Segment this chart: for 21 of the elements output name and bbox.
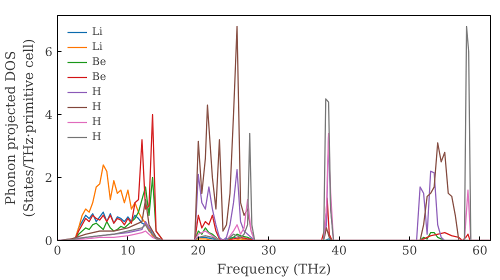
x-axis-title: Frequency (THz) — [216, 262, 332, 278]
x-tick-label: 60 — [472, 244, 488, 258]
x-tick-label: 50 — [402, 244, 418, 258]
x-tick-label: 20 — [190, 244, 206, 258]
x-tick-label: 0 — [54, 244, 62, 258]
x-tick-label: 10 — [120, 244, 136, 258]
x-tick-label: 30 — [261, 244, 276, 258]
legend-label: Be — [92, 55, 108, 68]
legend-label: H — [92, 85, 102, 98]
y-tick-label: 4 — [44, 108, 53, 122]
legend-label: H — [92, 100, 102, 113]
y-tick-label: 2 — [44, 171, 53, 186]
y-tick-label: 0 — [44, 234, 53, 248]
x-tick-label: 40 — [331, 244, 347, 258]
legend-label: Be — [92, 70, 108, 83]
y-tick-label: 6 — [44, 45, 53, 60]
legend-label: H — [92, 115, 102, 128]
legend-label: Li — [92, 40, 104, 53]
legend-label: H — [92, 130, 102, 143]
legend-label: Li — [92, 25, 104, 38]
y-axis-title: Phonon projected DOS (States/THz·primitive cell) — [4, 38, 37, 218]
